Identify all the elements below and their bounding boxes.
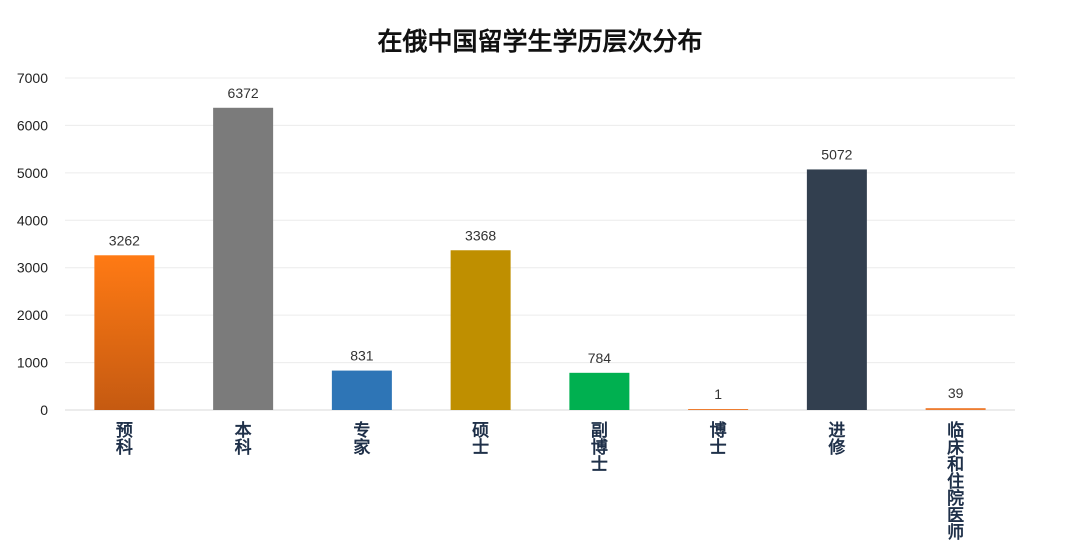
bar xyxy=(925,408,986,410)
data-label: 1 xyxy=(714,386,722,402)
bar xyxy=(331,370,392,410)
x-tick-label: 本科 xyxy=(235,420,252,458)
data-label: 3262 xyxy=(109,232,140,248)
data-label: 3368 xyxy=(465,227,496,243)
data-label: 6372 xyxy=(228,85,259,101)
bars xyxy=(94,107,986,410)
x-tick-label: 进修 xyxy=(827,421,846,458)
gridlines xyxy=(65,77,1015,411)
x-tick-label: 预科 xyxy=(116,421,133,458)
bar xyxy=(450,250,511,410)
y-tick-label: 3000 xyxy=(17,260,48,276)
y-tick-label: 2000 xyxy=(17,307,48,323)
x-axis-labels: 预科 本科 专家 硕士 副博士 博士 进修 临床和住院医师 xyxy=(116,420,965,543)
x-tick-label: 博士 xyxy=(710,420,727,458)
y-tick-label: 5000 xyxy=(17,165,48,181)
data-label: 39 xyxy=(948,385,964,401)
bar xyxy=(806,169,867,410)
y-tick-label: 7000 xyxy=(17,70,48,86)
chart-title: 在俄中国留学生学历层次分布 xyxy=(377,27,703,56)
x-tick-label: 副博士 xyxy=(591,421,608,475)
x-tick-label: 临床和住院医师 xyxy=(947,420,965,543)
data-label: 831 xyxy=(350,348,374,364)
data-label: 784 xyxy=(588,350,612,366)
bar xyxy=(569,372,630,410)
y-tick-label: 6000 xyxy=(17,117,48,133)
y-tick-label: 0 xyxy=(40,402,48,418)
bar xyxy=(94,255,155,410)
bar xyxy=(688,409,749,410)
x-tick-label: 专家 xyxy=(353,420,370,458)
y-tick-label: 4000 xyxy=(17,212,48,228)
y-axis-ticks: 0 1000 2000 3000 4000 5000 6000 7000 xyxy=(17,70,48,418)
bar xyxy=(213,107,274,410)
data-label: 5072 xyxy=(821,146,852,162)
data-labels: 3262 6372 831 3368 784 1 5072 39 xyxy=(109,85,964,402)
x-tick-label: 硕士 xyxy=(472,421,489,458)
y-tick-label: 1000 xyxy=(17,355,48,371)
